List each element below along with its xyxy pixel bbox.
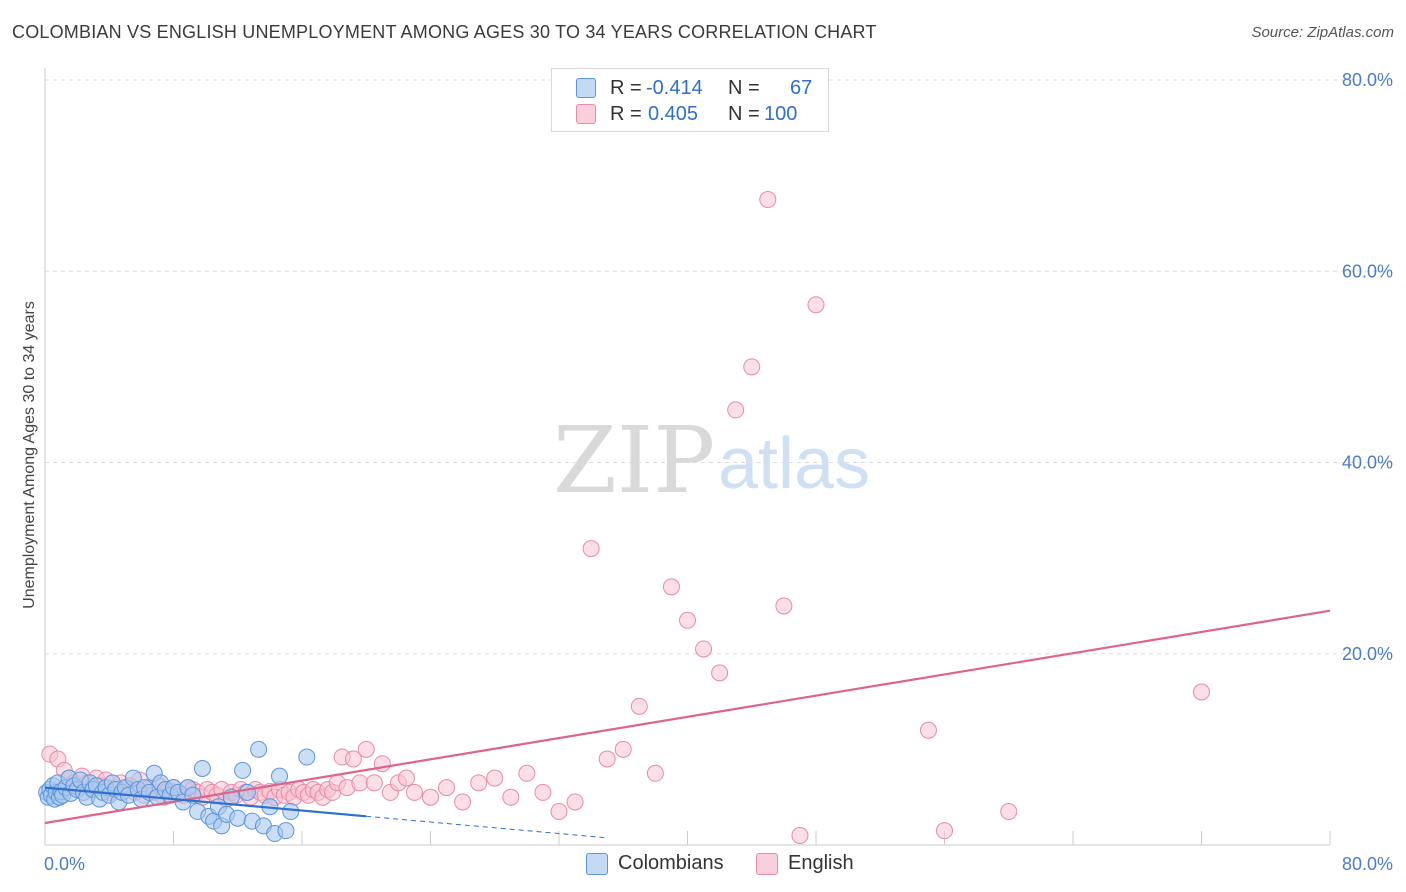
colombian-point (238, 783, 256, 801)
english-point (1193, 683, 1210, 701)
x-tick-label: 0.0% (44, 854, 85, 874)
english-point (566, 793, 584, 811)
colombian-point (271, 767, 289, 785)
y-tick-label: 40.0% (1342, 453, 1393, 473)
english-series (41, 191, 1210, 844)
english-point (775, 597, 793, 615)
tick-labels: 20.0% 40.0% 60.0% 80.0% 0.0% 80.0% (44, 70, 1393, 874)
chart-source: Source: ZipAtlas.com (1251, 24, 1394, 41)
english-point (397, 769, 415, 787)
english-point (614, 740, 632, 758)
legend-n-label: N = (728, 77, 760, 99)
english-point (351, 774, 369, 792)
english-legend-label: English (788, 852, 854, 874)
colombians-legend-label: Colombians (618, 852, 724, 874)
english-point (422, 788, 439, 806)
english-point (695, 640, 713, 658)
legend-r-value: 0.405 (648, 103, 699, 125)
colombian-point (229, 809, 247, 827)
english-point (534, 783, 552, 801)
stats-legend: R = -0.414 N = 67 R = 0.405 N = 100 (551, 68, 829, 132)
english-point (759, 191, 777, 209)
english-point (344, 750, 362, 768)
english-point (405, 783, 423, 801)
colombian-point (193, 760, 211, 777)
english-point (454, 793, 472, 811)
colombians-series (38, 740, 316, 843)
english-point (582, 540, 600, 558)
english-point (662, 578, 680, 596)
english-trend-line (44, 609, 1331, 825)
colombian-point (282, 803, 300, 821)
english-point (550, 803, 568, 821)
colombians-legend-swatch (586, 853, 608, 875)
colombians-trend-line (44, 786, 367, 818)
english-point (936, 822, 953, 840)
english-point (365, 774, 383, 792)
english-point (1000, 803, 1018, 821)
y-axis-title: Unemployment Among Ages 30 to 34 years (21, 301, 38, 609)
y-tick-label: 80.0% (1342, 70, 1393, 90)
english-point (711, 664, 729, 682)
english-point (679, 611, 696, 629)
chart-title: COLOMBIAN VS ENGLISH UNEMPLOYMENT AMONG … (12, 22, 877, 42)
legend-n-label: N = (728, 103, 760, 125)
gridlines (45, 79, 1392, 655)
english-swatch (576, 104, 596, 124)
watermark: ZIP atlas (553, 407, 870, 514)
english-legend-swatch (756, 853, 778, 875)
colombian-point (298, 748, 316, 766)
english-point (743, 358, 761, 376)
y-tick-label: 60.0% (1342, 261, 1393, 281)
legend-r-label: R = (610, 77, 642, 99)
english-point (357, 740, 375, 758)
colombian-point (234, 761, 252, 779)
legend-n-value: 100 (764, 103, 798, 125)
english-point (486, 769, 504, 787)
english-point (630, 697, 648, 715)
english-point (438, 779, 456, 797)
colombian-point (250, 740, 268, 758)
legend-r-value: -0.414 (646, 77, 703, 99)
x-tick-label: 80.0% (1342, 854, 1393, 874)
english-point (470, 774, 488, 792)
english-point (646, 764, 664, 782)
english-point (807, 296, 825, 314)
english-point (518, 764, 536, 782)
english-point (791, 826, 809, 844)
legend-r-label: R = (610, 103, 642, 125)
watermark-zip: ZIP (553, 407, 715, 514)
english-point (919, 721, 937, 739)
trend-lines (44, 609, 1331, 839)
colombians-trend-extension (366, 815, 608, 839)
english-point (598, 750, 616, 768)
english-point (502, 788, 520, 806)
english-point (727, 401, 745, 419)
y-tick-label: 20.0% (1342, 644, 1393, 664)
colombians-swatch (576, 78, 596, 98)
legend-n-value: 67 (790, 77, 813, 99)
colombian-point (277, 822, 295, 840)
watermark-atlas: atlas (718, 424, 870, 504)
